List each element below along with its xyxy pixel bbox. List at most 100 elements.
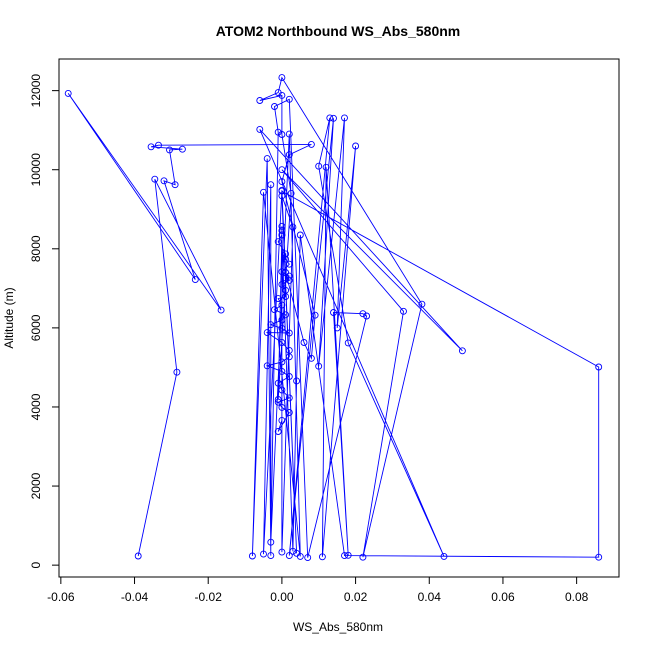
- y-tick-label: 0: [29, 561, 43, 568]
- data-point: [282, 293, 290, 301]
- series-line: [67, 76, 600, 558]
- data-point: [263, 329, 271, 337]
- data-point: [274, 295, 282, 303]
- data-point: [260, 550, 267, 558]
- data-point: [285, 95, 293, 103]
- data-point: [160, 177, 168, 185]
- data-point: [278, 268, 286, 276]
- data-point: [263, 155, 271, 163]
- data-point: [289, 223, 297, 231]
- data-point: [282, 255, 290, 263]
- data-point: [352, 142, 360, 150]
- data-point: [274, 398, 282, 406]
- x-tick-label: -0.02: [195, 590, 223, 604]
- data-point: [595, 553, 603, 561]
- data-point: [64, 89, 72, 97]
- data-point: [359, 553, 367, 561]
- data-point: [285, 394, 293, 402]
- x-tick-label: -0.06: [47, 590, 75, 604]
- x-tick-label: 0.04: [418, 590, 442, 604]
- data-point: [278, 227, 286, 235]
- data-point: [285, 276, 293, 284]
- data-point: [278, 131, 286, 138]
- data-point: [315, 162, 323, 170]
- data-point: [274, 396, 282, 403]
- data-point: [333, 324, 341, 332]
- data-point: [307, 354, 315, 362]
- x-tick-label: 0.08: [565, 590, 589, 604]
- data-point: [285, 260, 293, 268]
- y-tick-label: 4000: [29, 393, 43, 420]
- data-point: [278, 324, 286, 332]
- data-point: [260, 188, 267, 196]
- y-tick-label: 2000: [29, 472, 43, 499]
- data-point: [271, 306, 278, 314]
- data-point: [285, 373, 293, 380]
- data-point: [341, 552, 348, 560]
- data-point: [267, 538, 275, 546]
- data-point: [151, 175, 159, 183]
- data-point: [285, 409, 293, 416]
- x-axis-label: WS_Abs_580nm: [293, 620, 383, 634]
- data-point: [289, 547, 297, 555]
- data-point: [330, 309, 337, 316]
- data-point: [274, 428, 282, 435]
- data-point: [293, 377, 301, 385]
- data-point: [263, 362, 271, 370]
- data-point: [307, 140, 315, 148]
- data-point: [267, 181, 275, 189]
- y-tick-label: 8000: [29, 235, 43, 262]
- data-point: [267, 552, 275, 560]
- data-point: [267, 321, 275, 329]
- data-point: [282, 250, 290, 258]
- data-point: [285, 329, 293, 337]
- data-point: [248, 552, 256, 560]
- data-point: [359, 310, 367, 318]
- data-point: [278, 403, 286, 411]
- data-point: [440, 552, 448, 560]
- data-point: [304, 554, 312, 562]
- data-point: [293, 549, 301, 557]
- data-point: [278, 178, 286, 186]
- y-tick-label: 12000: [29, 74, 43, 108]
- data-point: [278, 192, 286, 200]
- data-point: [173, 368, 181, 376]
- data-point: [282, 311, 290, 319]
- y-axis: 0 2000 4000 6000 8000 10000 12000: [29, 74, 60, 568]
- data-point: [171, 181, 179, 189]
- data-point: [278, 416, 286, 424]
- data-point: [155, 141, 162, 149]
- data-point: [271, 103, 278, 110]
- data-point: [178, 145, 186, 153]
- data-point: [256, 97, 264, 104]
- data-point: [278, 367, 286, 375]
- data-point: [278, 358, 286, 366]
- data-point: [344, 551, 352, 559]
- data-point: [311, 311, 319, 319]
- data-point: [296, 231, 304, 239]
- data-point: [278, 301, 286, 309]
- data-point: [282, 274, 290, 282]
- data-point: [278, 280, 286, 288]
- chart-title: ATOM2 Northbound WS_Abs_580nm: [216, 23, 461, 39]
- data-point: [418, 300, 426, 308]
- data-point: [458, 347, 466, 355]
- y-tick-label: 10000: [29, 153, 43, 187]
- data-point: [278, 186, 286, 194]
- data-point: [217, 306, 225, 314]
- data-point: [147, 143, 155, 151]
- x-tick-label: 0.06: [491, 590, 515, 604]
- data-point: [322, 163, 330, 171]
- data-point: [278, 548, 286, 556]
- y-axis-label: Altitude (m): [2, 287, 16, 348]
- data-point: [256, 125, 264, 133]
- data-point: [278, 166, 286, 174]
- data-point: [278, 74, 286, 82]
- x-tick-label: 0.00: [270, 590, 294, 604]
- data-point: [363, 312, 371, 320]
- data-point: [318, 553, 326, 561]
- data-point: [278, 222, 286, 230]
- data-point: [330, 114, 337, 122]
